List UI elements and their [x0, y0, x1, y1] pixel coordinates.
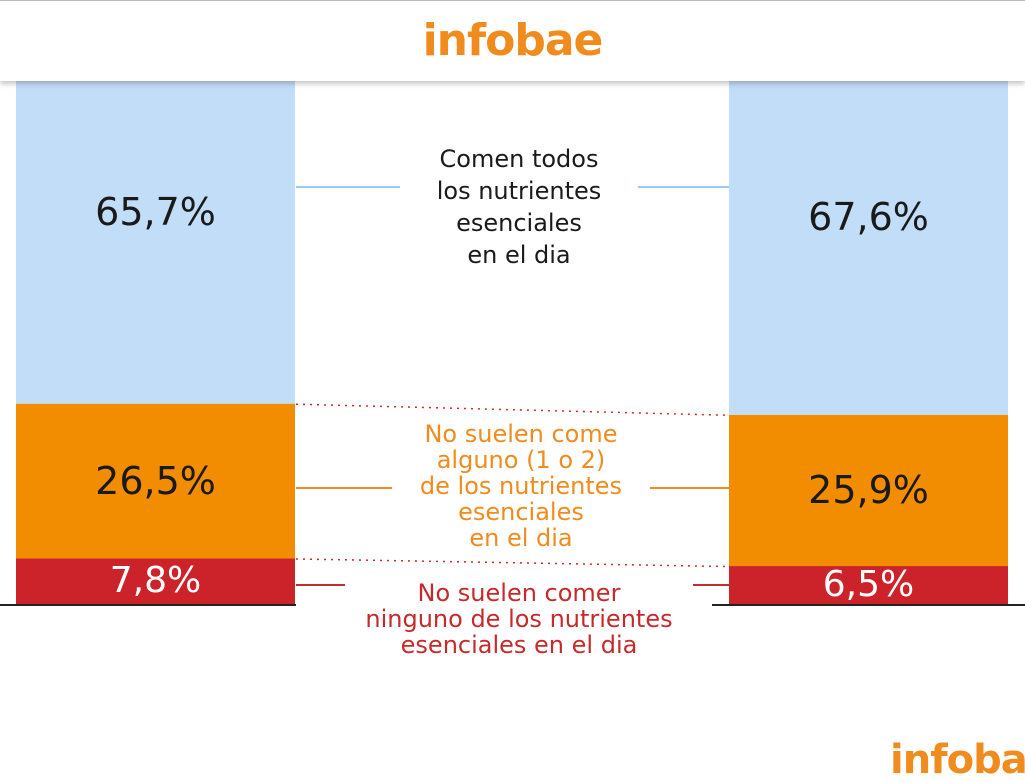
data-label: 7,8% [109, 560, 202, 602]
legend-line: los nutrientes [436, 177, 602, 205]
bar-segment [16, 20, 295, 404]
legend-line: en el dia [467, 241, 571, 269]
bar-segment [16, 558, 295, 604]
legend-label-no-nutrients: No suelen comer ninguno de los nutriente… [345, 580, 693, 658]
legend-line: esenciales [456, 209, 582, 237]
legend-label-some-nutrients: No suelen come alguno (1 o 2) de los nut… [392, 421, 650, 551]
bar-segment [16, 403, 295, 559]
legend-line: esenciales [458, 498, 584, 526]
legend-label-all-nutrients: Comen todos los nutrientes esenciales en… [400, 143, 638, 271]
legend-line: de los nutrientes [419, 472, 623, 500]
infobae-logo: infobae [422, 15, 604, 66]
bar-segment [729, 566, 1008, 604]
segment-divider [295, 403, 730, 417]
data-label: 6,5% [822, 564, 915, 606]
data-label: 26,5% [95, 459, 216, 504]
segment-divider [295, 558, 730, 568]
data-label: 25,9% [808, 468, 929, 513]
header-bar: infobae [0, 0, 1025, 81]
footer-logo: infobae [890, 737, 1025, 783]
data-label: 65,7% [95, 189, 216, 234]
bar-segment [729, 20, 1008, 415]
bar-segment [729, 414, 1008, 567]
legend-line: alguno (1 o 2) [436, 446, 606, 474]
legend-line: Comen todos [439, 145, 599, 173]
legend-line: ninguno de los nutrientes [365, 605, 673, 633]
legend-line: en el dia [469, 524, 573, 552]
legend-line: No suelen comer [417, 579, 621, 607]
data-label: 67,6% [808, 195, 929, 240]
legend-line: esenciales en el dia [400, 631, 638, 659]
legend-line: No suelen come [424, 420, 618, 448]
